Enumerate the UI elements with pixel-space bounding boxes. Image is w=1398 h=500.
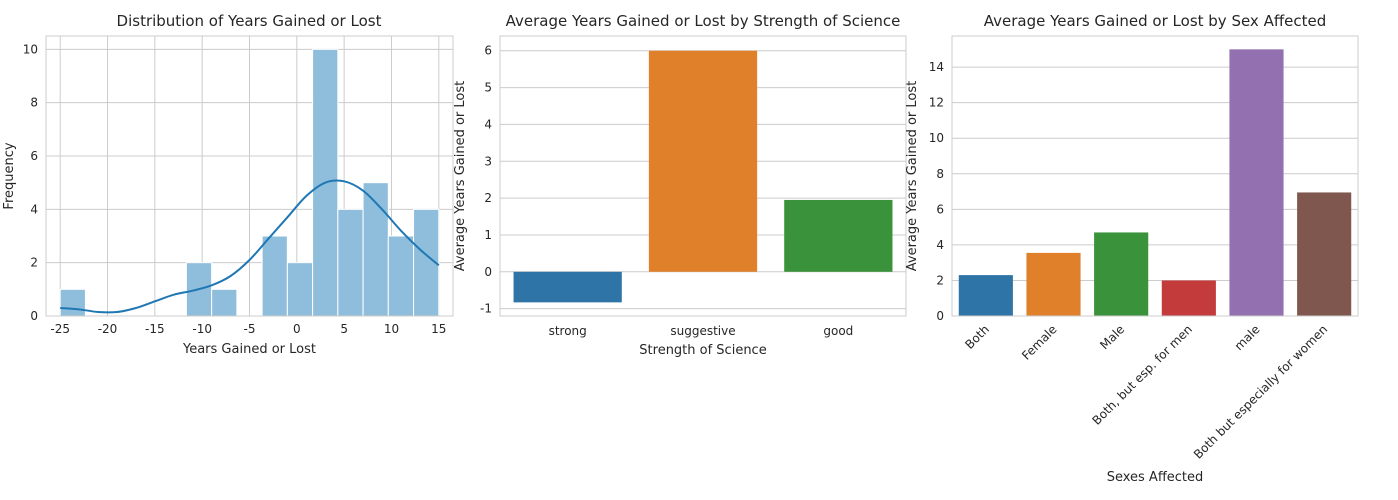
x-axis-label: Sexes Affected xyxy=(1107,470,1204,485)
y-tick-label: 4 xyxy=(30,202,38,216)
x-tick-label: 15 xyxy=(431,322,446,336)
bar xyxy=(1094,232,1149,316)
y-tick-label: 12 xyxy=(929,96,944,110)
histogram-bar xyxy=(362,182,389,317)
y-tick-label: 3 xyxy=(484,154,492,168)
histogram-bar xyxy=(387,235,415,317)
x-tick-label: -20 xyxy=(98,322,118,336)
y-tick-label: 0 xyxy=(30,309,38,323)
strength-of-science-chart: Average Years Gained or Lost by Strength… xyxy=(453,12,907,358)
x-axis-label: Strength of Science xyxy=(639,343,766,358)
chart-title: Average Years Gained or Lost by Strength… xyxy=(506,12,901,30)
histogram-bar xyxy=(261,235,288,317)
x-tick-label: -5 xyxy=(244,322,256,336)
bar xyxy=(1297,192,1352,316)
y-tick-label: 10 xyxy=(929,131,944,145)
chart-title: Distribution of Years Gained or Lost xyxy=(117,12,382,30)
y-tick-label: 5 xyxy=(484,81,492,95)
x-axis-label: Years Gained or Lost xyxy=(182,342,316,357)
histogram-bar xyxy=(211,288,238,317)
y-tick-label: 2 xyxy=(30,256,38,270)
plot-frame xyxy=(951,35,1359,317)
x-tick-label: -10 xyxy=(192,322,212,336)
y-axis-label: Frequency xyxy=(2,142,17,209)
y-tick-label: 6 xyxy=(936,202,944,216)
histogram-chart: Distribution of Years Gained or Lost 0 2 4 6… xyxy=(2,12,454,357)
y-tick-label: 14 xyxy=(929,60,944,74)
x-tick-label: 0 xyxy=(293,322,301,336)
x-tick-label: 10 xyxy=(384,322,399,336)
y-axis-label: Average Years Gained or Lost xyxy=(453,81,468,272)
plot-frame xyxy=(499,35,907,317)
y-axis-label: Average Years Gained or Lost xyxy=(905,81,920,272)
histogram-bar xyxy=(286,262,314,317)
y-tick-label: 2 xyxy=(484,191,492,205)
y-tick-label: 6 xyxy=(30,149,38,163)
y-tick-label: -1 xyxy=(480,302,492,316)
x-tick-label: Male xyxy=(1097,322,1127,352)
y-tick-label: 0 xyxy=(936,309,944,323)
y-tick-label: 10 xyxy=(23,42,38,56)
y-tick-label: 1 xyxy=(484,228,492,242)
x-tick-label: suggestive xyxy=(670,324,735,338)
y-tick-label: 0 xyxy=(484,265,492,279)
bar xyxy=(513,271,622,303)
y-tick-label: 6 xyxy=(484,44,492,58)
y-tick-label: 8 xyxy=(30,96,38,110)
x-tick-label: strong xyxy=(549,324,587,338)
x-tick-label: male xyxy=(1232,322,1263,353)
y-tick-label: 4 xyxy=(484,117,492,131)
x-tick-label: Female xyxy=(1019,322,1060,363)
plot-frame xyxy=(45,35,454,317)
x-tick-label: good xyxy=(823,324,853,338)
bar xyxy=(784,199,893,272)
histogram-bar xyxy=(337,208,364,317)
x-tick-label: Both xyxy=(962,322,992,352)
x-tick-label: Both but especially for women xyxy=(1191,322,1330,461)
bar xyxy=(1026,252,1081,316)
histogram-bar xyxy=(59,288,86,317)
bar xyxy=(1161,280,1216,316)
bar xyxy=(958,275,1013,316)
kde-line xyxy=(60,179,440,314)
chart-title: Average Years Gained or Lost by Sex Affe… xyxy=(984,12,1327,30)
sex-affected-chart: Average Years Gained or Lost by Sex Affe… xyxy=(905,12,1359,485)
x-tick-label: -15 xyxy=(145,322,165,336)
y-tick-label: 4 xyxy=(936,238,944,252)
y-tick-label: 2 xyxy=(936,273,944,287)
x-tick-label: -25 xyxy=(50,322,70,336)
x-tick-label: 5 xyxy=(340,322,348,336)
y-tick-label: 8 xyxy=(936,167,944,181)
bar xyxy=(1229,49,1284,316)
bar xyxy=(648,50,758,272)
